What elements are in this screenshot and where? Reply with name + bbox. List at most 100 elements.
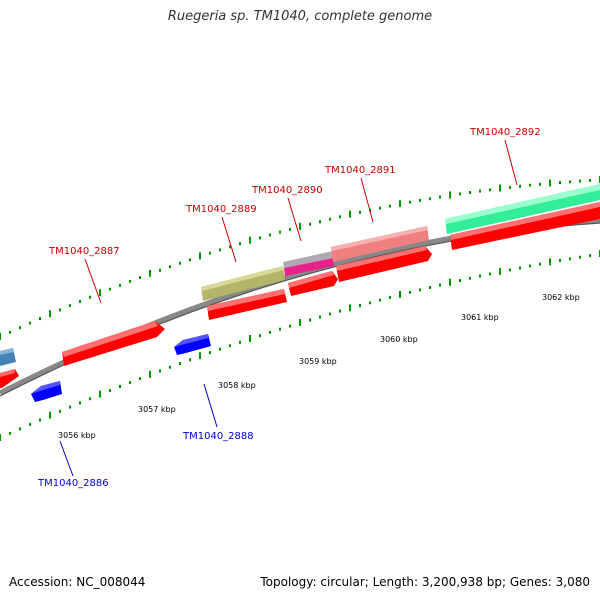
inner-track-tick: [479, 274, 481, 278]
outer-track-tick: [239, 242, 241, 246]
scale-label-3059: 3059 kbp: [299, 357, 337, 366]
inner-track-tick: [299, 319, 301, 326]
inner-track-tick: [349, 304, 351, 312]
inner-track-tick: [579, 255, 581, 259]
inner-track-tick: [189, 358, 191, 362]
scale-label-3058: 3058 kbp: [218, 381, 256, 390]
feature-bar-salmon[interactable]: [331, 226, 429, 262]
inner-track-tick: [259, 334, 261, 338]
cds-arrow-tm1040-2886[interactable]: [31, 381, 62, 402]
outer-track-tick: [149, 269, 151, 277]
inner-track-tick: [389, 296, 391, 299]
inner-track-tick: [549, 258, 551, 266]
outer-track-tick: [449, 191, 451, 199]
outer-track-tick: [9, 330, 11, 334]
inner-track-tick: [569, 257, 571, 261]
inner-track-tick: [0, 434, 1, 441]
outer-track-tick: [529, 183, 531, 187]
cds-arrow-left-edge[interactable]: [0, 369, 19, 388]
inner-track-tick: [59, 409, 61, 413]
inner-track-tick: [429, 286, 431, 289]
outer-track-tick: [489, 188, 491, 192]
feature-bar-gray[interactable]: [283, 251, 333, 268]
outer-track-tick: [549, 179, 551, 187]
inner-track-tick: [509, 268, 511, 272]
outer-track-tick: [559, 181, 561, 185]
outer-track-tick: [119, 283, 121, 287]
inner-track-tick: [69, 405, 71, 409]
inner-track-tick: [49, 411, 51, 419]
leader-tm1040-2891: [360, 177, 374, 223]
outer-track-tick: [539, 182, 541, 186]
inner-track-tick: [19, 427, 21, 431]
gene-label-tm1040-2890[interactable]: TM1040_2890: [251, 185, 323, 196]
label-leaders: [59, 139, 518, 477]
leader-tm1040-2888: [203, 383, 218, 428]
inner-track-tick: [539, 262, 541, 266]
feature-bar-steelblue[interactable]: [0, 348, 16, 366]
outer-track-tick: [199, 252, 201, 260]
outer-track-tick: [399, 200, 401, 208]
outer-track-tick: [159, 268, 161, 272]
scale-labels: 3056 kbp 3057 kbp 3058 kbp 3059 kbp 3060…: [58, 293, 580, 440]
outer-track-tick: [379, 206, 381, 210]
cds-arrow-tm1040-2889[interactable]: [207, 289, 287, 320]
outer-track-tick: [69, 304, 71, 308]
cds-arrow-tm1040-2892[interactable]: [450, 202, 600, 250]
inner-track-tick: [129, 381, 131, 384]
gene-label-tm1040-2886[interactable]: TM1040_2886: [37, 478, 109, 489]
outer-track-tick: [279, 230, 281, 234]
outer-track-tick: [169, 265, 171, 269]
outer-track-tick: [389, 204, 391, 208]
gene-label-tm1040-2892[interactable]: TM1040_2892: [469, 127, 541, 138]
outer-track-tick: [329, 217, 331, 221]
outer-track-tick: [429, 197, 431, 201]
leader-tm1040-2889: [221, 216, 237, 263]
gene-labels: TM1040_2886 TM1040_2887 TM1040_2888 TM10…: [37, 127, 541, 489]
inner-track-tick: [229, 344, 231, 348]
outer-tick-track: [0, 176, 600, 340]
outer-track-tick: [139, 276, 141, 280]
inner-track-tick: [139, 377, 141, 381]
inner-track-tick: [249, 335, 251, 342]
gene-label-tm1040-2888[interactable]: TM1040_2888: [182, 431, 254, 442]
outer-track-tick: [249, 236, 251, 244]
inner-track-tick: [339, 309, 341, 313]
inner-track-tick: [309, 318, 311, 322]
feature-bar-springgreen[interactable]: [445, 184, 600, 234]
inner-track-tick: [289, 324, 291, 328]
outer-track-tick: [129, 279, 131, 283]
outer-track-tick: [219, 248, 221, 252]
cds-arrow-tm1040-2887[interactable]: [62, 321, 165, 366]
feature-layer: [0, 184, 600, 402]
gene-label-tm1040-2887[interactable]: TM1040_2887: [48, 246, 120, 257]
inner-track-tick: [409, 290, 411, 294]
outer-track-tick: [19, 326, 21, 330]
outer-track-tick: [229, 245, 231, 249]
leader-tm1040-2886: [59, 440, 74, 477]
feature-bar-magenta[interactable]: [284, 258, 334, 276]
inner-track-tick: [149, 370, 151, 378]
inner-track-tick: [29, 422, 31, 426]
inner-track-tick: [589, 254, 591, 258]
outer-track-tick: [419, 198, 421, 202]
inner-track-tick: [459, 279, 461, 282]
inner-track-tick: [359, 304, 361, 307]
outer-track-tick: [579, 179, 581, 183]
inner-track-tick: [199, 352, 201, 360]
cds-arrow-tm1040-2890[interactable]: [288, 271, 338, 296]
leader-tm1040-2892: [504, 139, 518, 186]
cds-arrow-tm1040-2888[interactable]: [174, 334, 211, 355]
outer-track-tick: [319, 220, 321, 224]
inner-track-tick: [119, 385, 121, 388]
cds-arrow-tm1040-2891[interactable]: [336, 246, 432, 282]
genome-stats-text: Topology: circular; Length: 3,200,938 bp…: [260, 575, 590, 589]
feature-bar-olive[interactable]: [201, 266, 285, 301]
inner-track-tick: [449, 278, 451, 286]
gene-label-tm1040-2891[interactable]: TM1040_2891: [324, 165, 396, 176]
inner-track-tick: [159, 369, 161, 373]
outer-track-tick: [79, 299, 81, 303]
inner-track-tick: [239, 340, 241, 344]
scale-label-3062: 3062 kbp: [542, 293, 580, 302]
gene-label-tm1040-2889[interactable]: TM1040_2889: [185, 204, 257, 215]
